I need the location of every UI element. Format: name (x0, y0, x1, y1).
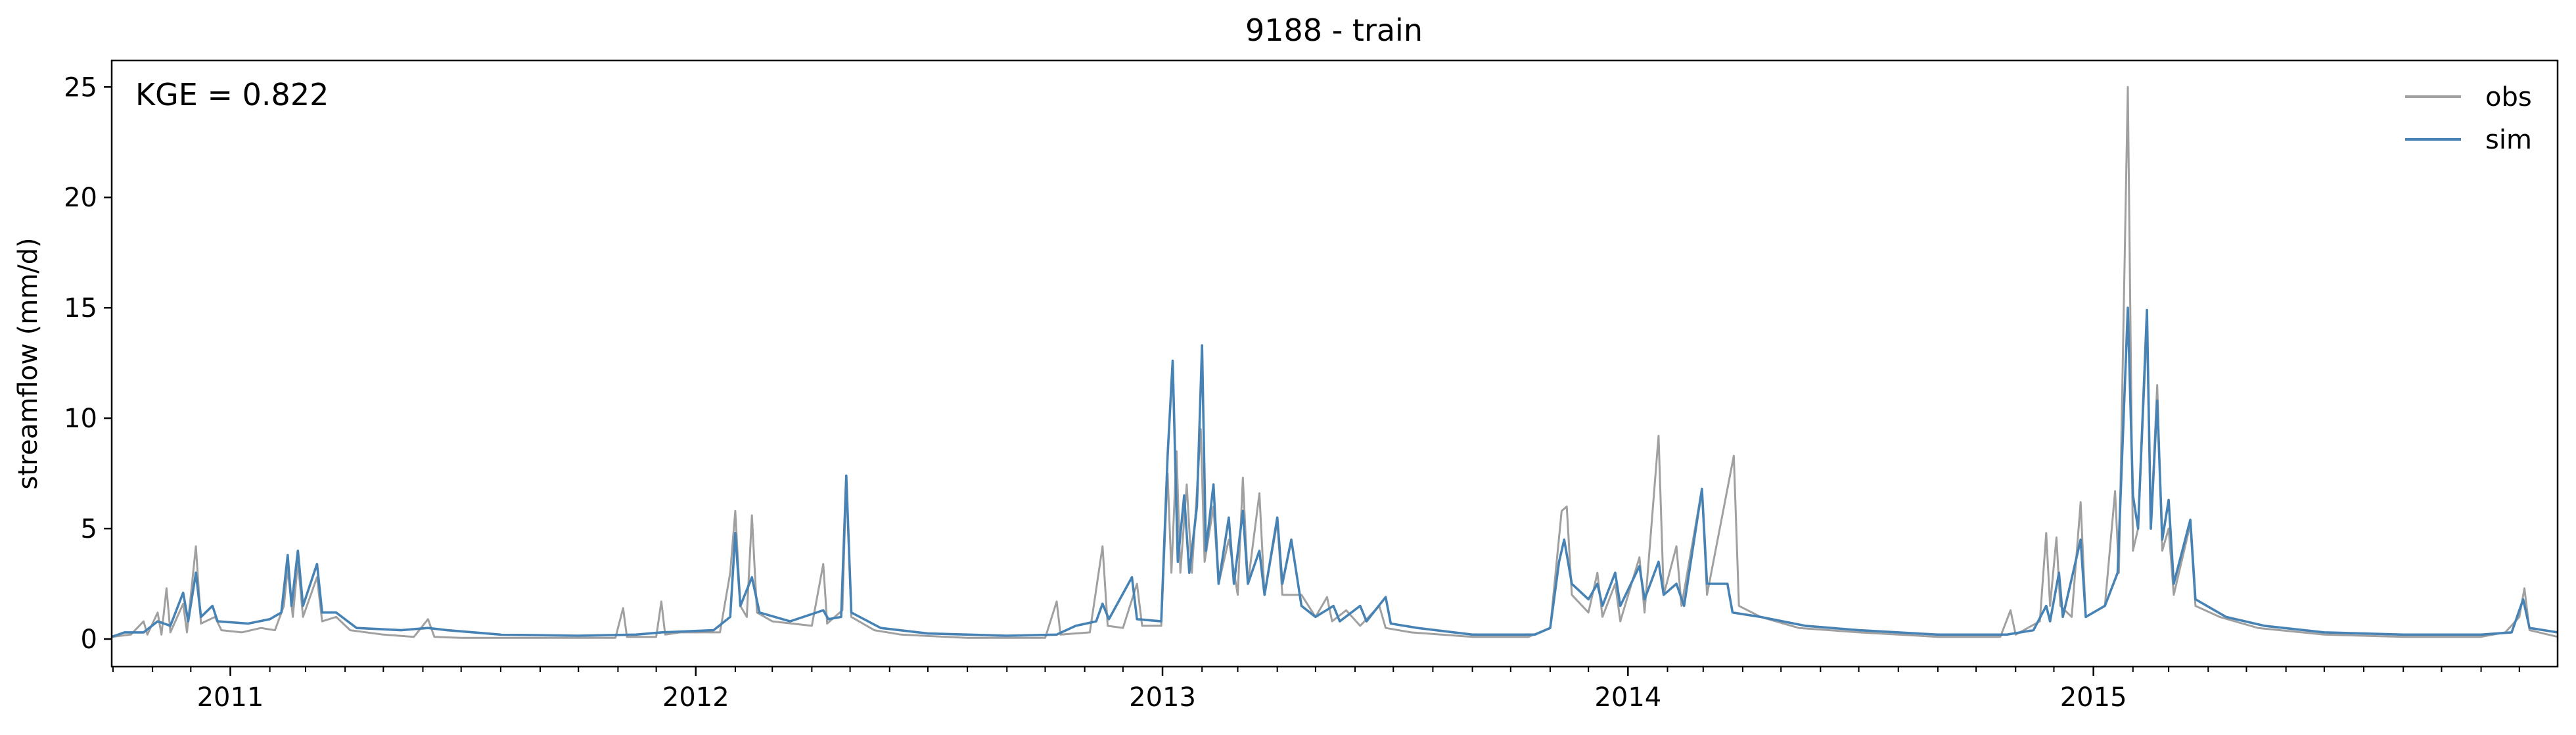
y-tick-label: 0 (81, 625, 97, 655)
axes-frame (110, 59, 2559, 668)
x-axis: 2011 2012 2013 2014 2015 (112, 667, 2520, 713)
x-tick-label: 2014 (1594, 682, 1661, 713)
y-tick-label: 25 (64, 72, 97, 103)
y-tick-label: 5 (81, 514, 97, 544)
kge-annotation: KGE = 0.822 (135, 77, 329, 112)
y-axis-label: streamflow (mm/d) (13, 237, 43, 489)
x-tick-label: 2011 (197, 682, 264, 713)
y-axis: 0 5 10 15 20 25 (64, 72, 112, 655)
series-sim (111, 306, 2558, 638)
chart-title: 9188 - train (1245, 12, 1423, 48)
legend: obs sim (2405, 82, 2532, 155)
y-tick-label: 20 (64, 183, 97, 213)
x-tick-label: 2013 (1129, 682, 1196, 713)
series-line-sim (111, 306, 2558, 638)
plot-area (111, 85, 2558, 639)
x-tick-label: 2015 (2060, 682, 2127, 713)
y-tick-label: 10 (64, 404, 97, 434)
y-tick-label: 15 (64, 293, 97, 323)
legend-obs-label: obs (2485, 82, 2532, 112)
legend-sim-label: sim (2485, 125, 2532, 155)
x-tick-label: 2012 (662, 682, 729, 713)
